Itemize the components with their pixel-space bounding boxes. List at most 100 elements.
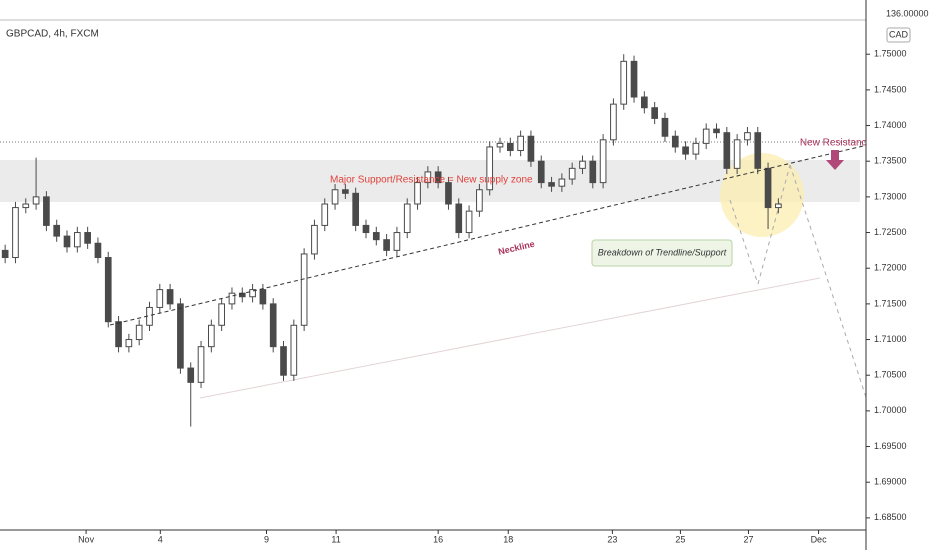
candle-body bbox=[290, 324, 298, 376]
candle-body bbox=[424, 171, 432, 184]
candle-body bbox=[496, 142, 504, 148]
y-tick-label: 1.73500 bbox=[874, 156, 907, 166]
candle-body bbox=[12, 207, 19, 259]
candle-body bbox=[517, 135, 524, 152]
candle-body bbox=[641, 96, 648, 109]
currency-box bbox=[886, 27, 911, 43]
candle-body bbox=[599, 139, 607, 184]
candle-body bbox=[393, 232, 401, 251]
candle-body bbox=[249, 289, 256, 298]
candle-body bbox=[661, 117, 669, 137]
candle-body bbox=[32, 196, 40, 205]
candle-body bbox=[228, 292, 236, 305]
candle-body bbox=[692, 142, 700, 155]
y-tick-label: 1.72500 bbox=[874, 227, 907, 237]
candle-body bbox=[125, 339, 133, 348]
x-tick-label: 16 bbox=[433, 534, 443, 544]
candle-body bbox=[589, 160, 597, 184]
candle-body bbox=[486, 146, 494, 191]
candle-body bbox=[166, 289, 174, 305]
candle-body bbox=[73, 232, 81, 248]
candle-body bbox=[352, 192, 360, 226]
x-tick-label: 4 bbox=[158, 534, 163, 544]
x-tick-label: 23 bbox=[607, 534, 617, 544]
candle-body bbox=[362, 224, 370, 234]
x-tick-label: 11 bbox=[331, 534, 340, 544]
y-tick-label: 1.71000 bbox=[874, 334, 907, 344]
breakdown-label: Breakdown of Trendline/Support bbox=[598, 247, 727, 257]
y-tick-label: 1.69000 bbox=[874, 477, 907, 487]
candle-body bbox=[476, 189, 483, 212]
candle-body bbox=[311, 224, 318, 255]
x-tick-label: 25 bbox=[675, 534, 685, 544]
candle-body bbox=[300, 253, 308, 326]
x-tick-label: 18 bbox=[503, 534, 513, 544]
breakdown-box bbox=[591, 239, 733, 267]
candle-body bbox=[537, 160, 545, 184]
candle-body bbox=[764, 167, 772, 209]
candle-body bbox=[506, 142, 514, 152]
y-tick-label: 1.69500 bbox=[874, 441, 907, 451]
candle-body bbox=[733, 139, 741, 169]
candle-body bbox=[342, 189, 349, 194]
candle-body bbox=[218, 303, 225, 326]
candle-body bbox=[280, 346, 287, 376]
y-tick-label: 1.74000 bbox=[874, 120, 907, 130]
candle-body bbox=[177, 303, 184, 369]
candle-body bbox=[630, 60, 638, 98]
candle-body bbox=[259, 289, 267, 305]
candle-body bbox=[414, 182, 421, 205]
down-arrow bbox=[826, 150, 844, 170]
candle-body bbox=[671, 135, 679, 148]
candle-body bbox=[754, 132, 762, 169]
currency-label: CAD bbox=[889, 29, 909, 39]
candle-body bbox=[197, 346, 205, 383]
candle-body bbox=[321, 203, 329, 226]
candles bbox=[1, 54, 782, 427]
candle-body bbox=[713, 128, 720, 134]
y-tick-label: 1.72000 bbox=[874, 263, 907, 273]
x-tick-label: 27 bbox=[743, 534, 753, 544]
candle-body bbox=[104, 257, 112, 323]
candle-body bbox=[269, 303, 277, 348]
price-axis bbox=[866, 0, 932, 550]
candle-body bbox=[434, 171, 442, 184]
candle-body bbox=[208, 324, 215, 348]
candle-body bbox=[723, 132, 731, 169]
candle-body bbox=[22, 203, 30, 209]
projection-line bbox=[729, 199, 759, 285]
candle-body bbox=[331, 189, 339, 205]
candle-body bbox=[579, 160, 586, 169]
y-tick-label: 1.75000 bbox=[874, 49, 907, 59]
neckline bbox=[109, 141, 881, 326]
y-tick-label: 1.74500 bbox=[874, 84, 907, 94]
x-tick-label: Nov bbox=[78, 534, 95, 544]
candle-body bbox=[156, 289, 164, 308]
candle-body bbox=[383, 239, 390, 251]
candle-body bbox=[372, 232, 380, 241]
candle-body bbox=[610, 103, 617, 141]
candle-body bbox=[445, 182, 452, 205]
x-tick-label: 9 bbox=[264, 534, 269, 544]
candle-body bbox=[53, 224, 61, 237]
candle-body bbox=[63, 235, 71, 248]
y-tick-label: 1.70000 bbox=[874, 405, 907, 415]
symbol-title: GBPCAD, 4h, FXCM bbox=[6, 29, 99, 40]
candle-body bbox=[558, 178, 566, 187]
candle-body bbox=[568, 167, 576, 180]
candle-body bbox=[744, 132, 751, 141]
y-tick-label: 1.73000 bbox=[874, 191, 907, 201]
candle-body bbox=[455, 203, 463, 234]
candle-body bbox=[702, 128, 710, 144]
y-tick-label: 1.70500 bbox=[874, 370, 907, 380]
candle-body bbox=[651, 107, 658, 119]
projection-line bbox=[789, 164, 881, 441]
candle-body bbox=[94, 242, 102, 259]
y-tick-label: 1.71500 bbox=[874, 298, 907, 308]
candle-body bbox=[1, 249, 9, 259]
candle-body bbox=[620, 60, 628, 105]
candle-body bbox=[527, 135, 535, 162]
zone-label: Major Support/Resistance = New supply zo… bbox=[330, 175, 533, 186]
